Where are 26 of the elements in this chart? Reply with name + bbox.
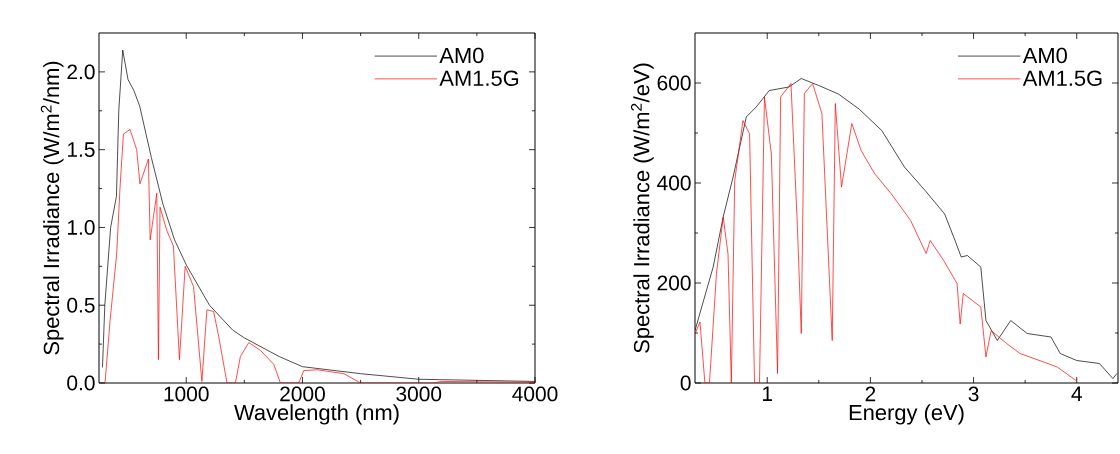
legend-label: AM1.5G (439, 70, 519, 86)
x-tick-label: 1000 (164, 386, 209, 402)
legend-label: AM0 (1022, 47, 1067, 64)
y-tick-label: 1.0 (67, 220, 95, 235)
y-tick-label: 600 (657, 75, 691, 91)
x-tick-label: 4000 (512, 386, 558, 402)
x-tick-label: 2000 (280, 386, 325, 402)
x-tick-label: 2 (865, 386, 876, 402)
y-tick-label: 0.0 (67, 375, 95, 391)
x-tick-label: 4 (1071, 386, 1082, 401)
y-tick-label: 2.0 (67, 64, 95, 80)
y-tick-label: 0 (680, 375, 691, 391)
y-axis-title: Spectral Irradiance (W/m$^{2}$/nm) (40, 61, 64, 355)
y-tick-label: 1.5 (67, 142, 95, 157)
y-tick-label: 400 (657, 175, 691, 191)
legend-label: AM0 (439, 47, 484, 64)
y-tick-label: 200 (657, 275, 691, 291)
x-tick-label: 3000 (396, 386, 442, 402)
x-tick-label: 1 (763, 386, 773, 401)
legend-label: AM1.5G (1022, 70, 1102, 86)
y-tick-label: 0.5 (67, 297, 95, 313)
x-axis-title: Wavelength (nm) (234, 404, 399, 425)
line-series (104, 129, 535, 383)
x-axis-title: Energy (eV) (849, 404, 964, 425)
x-tick-label: 3 (968, 386, 979, 402)
y-axis-title: Spectral Irradiance (W/m$^{2}$/eV) (630, 63, 654, 353)
